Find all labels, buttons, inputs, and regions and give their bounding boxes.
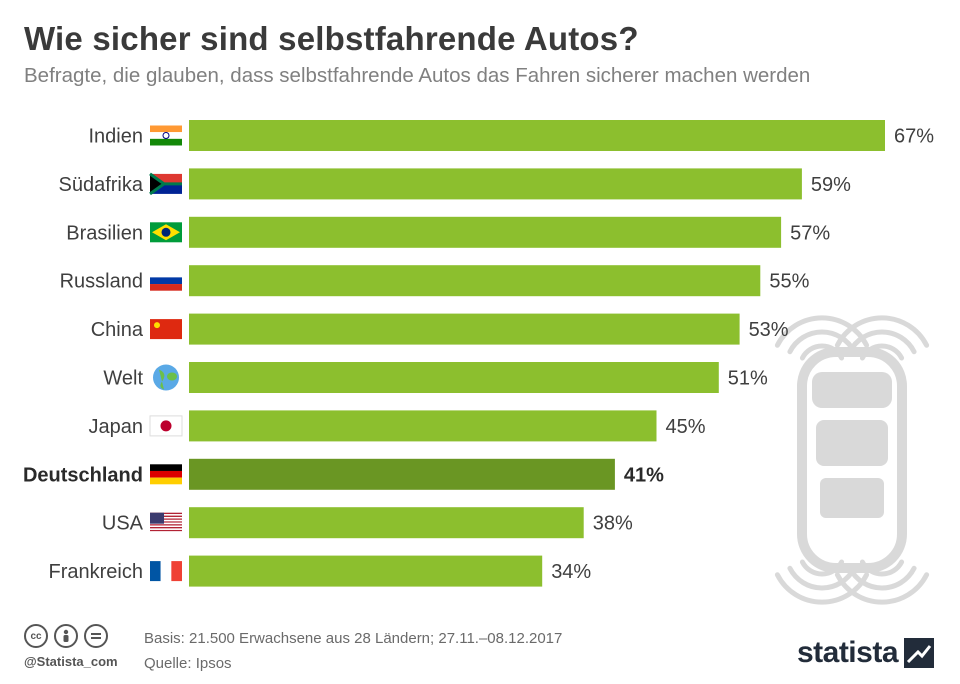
flag-germany-icon xyxy=(150,464,182,485)
category-label: China xyxy=(91,319,144,341)
bar-welt xyxy=(189,362,719,393)
category-label: Deutschland xyxy=(23,464,143,486)
car-hood xyxy=(812,372,892,408)
statista-wordmark: statista xyxy=(796,636,899,669)
bar-chart: Indien 67% Südafrika 59% Brasilien 57% Russlan… xyxy=(23,120,934,605)
bar-china xyxy=(189,313,740,345)
bar-deutschland xyxy=(189,458,615,490)
value-label: 34% xyxy=(551,561,591,583)
globe-icon xyxy=(153,364,179,391)
flag-france-icon xyxy=(150,561,182,582)
statista-handle[interactable]: @Statista_com xyxy=(24,654,118,669)
sensor-wave xyxy=(834,572,930,605)
flag-south-africa-icon xyxy=(149,172,182,196)
source-notes: Basis: 21.500 Erwachsene aus 28 Ländern;… xyxy=(144,626,562,676)
car-rear-window xyxy=(820,478,884,518)
bar-indien xyxy=(189,120,885,151)
flag-china-icon xyxy=(150,319,182,340)
sensor-wave xyxy=(847,565,917,591)
category-label: Welt xyxy=(103,368,143,390)
statista-mark-icon xyxy=(904,638,934,668)
value-label: 53% xyxy=(749,319,789,341)
value-label: 55% xyxy=(769,271,809,293)
category-label: Südafrika xyxy=(59,174,144,196)
category-label: Brasilien xyxy=(66,222,143,244)
sensor-wave xyxy=(834,315,930,348)
sensor-wave xyxy=(787,565,857,591)
category-label: Frankreich xyxy=(49,561,143,583)
basis-note: Basis: 21.500 Erwachsene aus 28 Ländern;… xyxy=(144,630,563,647)
flag-russia-icon xyxy=(150,270,182,291)
bar-brasilien xyxy=(189,216,782,248)
bar-japan xyxy=(189,410,657,442)
category-label: Indien xyxy=(89,126,144,148)
statista-logo[interactable]: statista xyxy=(797,636,934,670)
bar-südafrika xyxy=(189,168,802,200)
sensor-wave xyxy=(774,315,870,348)
sensor-wave xyxy=(774,572,870,605)
chart-subtitle: Befragte, die glauben, dass selbstfahren… xyxy=(24,64,811,87)
category-label: Japan xyxy=(89,416,144,438)
value-label: 45% xyxy=(665,416,705,438)
by-icon xyxy=(54,624,78,648)
flag-india-icon xyxy=(150,125,182,146)
cc-icon: cc xyxy=(24,624,48,648)
chart-title: Wie sicher sind selbstfahrende Autos? xyxy=(24,20,639,57)
category-label: Russland xyxy=(60,271,143,293)
sensor-wave xyxy=(787,329,857,355)
category-label: USA xyxy=(102,513,144,535)
car-sensor-illustration xyxy=(774,315,930,605)
flag-brazil-icon xyxy=(150,222,182,243)
sensor-wave xyxy=(847,329,917,355)
sensor-wave xyxy=(799,559,845,577)
sensor-wave xyxy=(799,343,845,361)
value-label: 41% xyxy=(624,464,664,486)
flag-usa-icon xyxy=(150,512,182,533)
value-label: 59% xyxy=(811,174,851,196)
source-note: Quelle: Ipsos xyxy=(144,655,232,672)
license-block: cc @Statista_com xyxy=(24,624,134,669)
sensor-wave xyxy=(859,559,905,577)
nd-icon xyxy=(84,624,108,648)
bar-russland xyxy=(189,265,761,297)
value-label: 57% xyxy=(790,222,830,244)
value-label: 67% xyxy=(894,126,934,148)
value-label: 38% xyxy=(593,513,633,535)
bar-frankreich xyxy=(189,555,543,587)
car-roof xyxy=(816,420,888,466)
bar-usa xyxy=(189,507,584,539)
value-label: 51% xyxy=(728,368,768,390)
flag-japan-icon xyxy=(149,415,183,437)
sensor-wave xyxy=(859,343,905,361)
